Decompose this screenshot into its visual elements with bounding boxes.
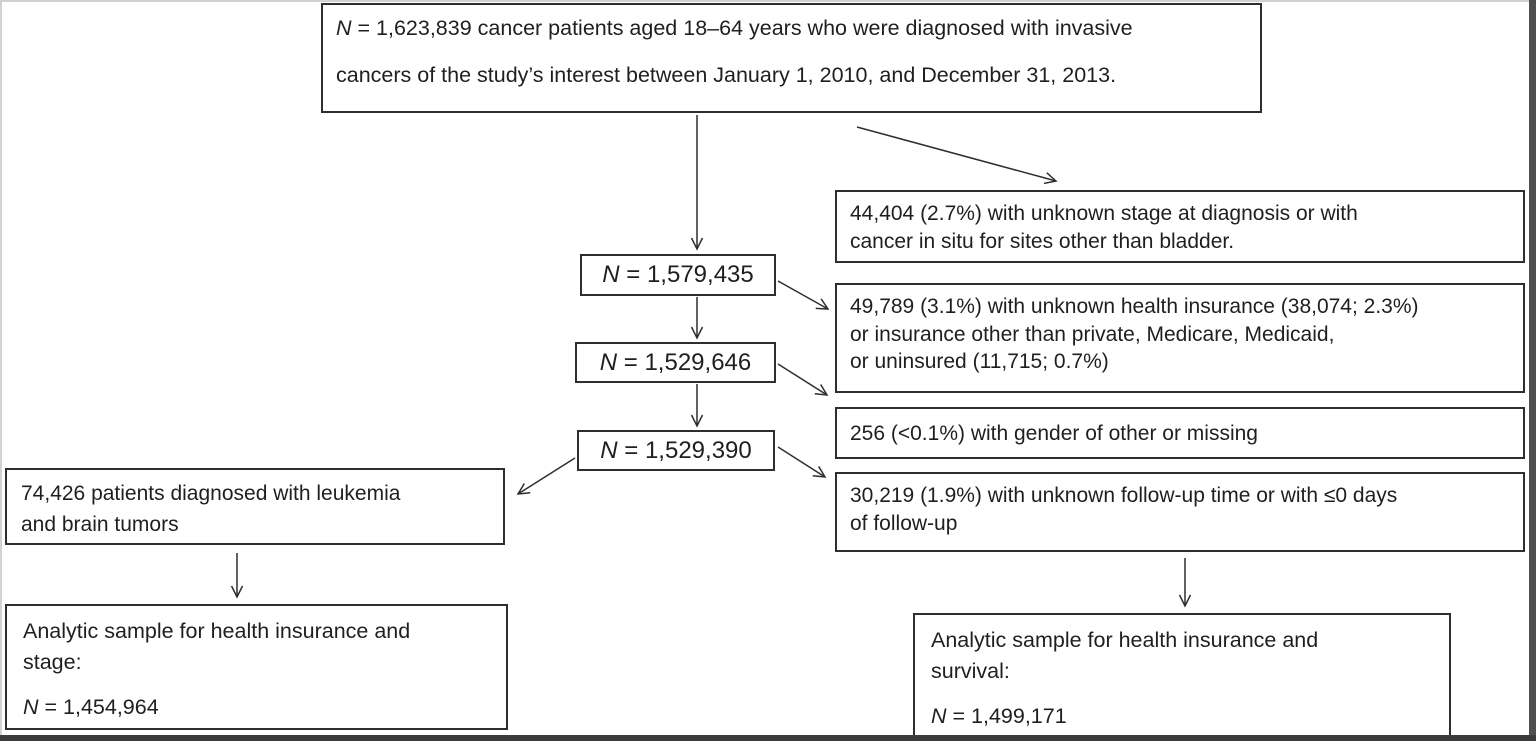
n-symbol: N [602, 261, 620, 288]
exclusion-box-followup: 30,219 (1.9%) with unknown follow-up tim… [835, 472, 1525, 552]
arrow-cohort2-to-gender-exclusion [777, 363, 829, 396]
analytic-label-line: stage: [23, 650, 82, 674]
cohort-box-after-insurance-exclusion: N = 1,529,646 [575, 342, 776, 383]
analytic-sample-survival-box: Analytic sample for health insurance and… [913, 613, 1451, 738]
n-symbol: N [599, 348, 618, 376]
frame-edge-right [1529, 0, 1536, 741]
exclusion-text-line: and brain tumors [21, 513, 179, 536]
analytic-label-line: survival: [931, 659, 1010, 683]
cohort-box-after-stage-exclusion: N = 1,579,435 [580, 254, 776, 296]
exclusion-text-line: 256 (<0.1%) with gender of other or miss… [850, 422, 1258, 445]
arrow-cohort3-to-leukemia-box [516, 457, 576, 495]
frame-edge-bottom [0, 735, 1536, 741]
exclusion-text-line: 49,789 (3.1%) with unknown health insura… [850, 295, 1419, 318]
initial-cohort-line-1: N = 1,623,839 cancer patients aged 18–64… [336, 16, 1133, 40]
analytic-sample-stage-box: Analytic sample for health insurance and… [5, 604, 508, 730]
n-symbol: N [931, 704, 947, 728]
initial-cohort-line-2: cancers of the study’s interest between … [336, 63, 1117, 87]
exclusion-box-unknown-stage: 44,404 (2.7%) with unknown stage at diag… [835, 190, 1525, 263]
arrow-cohort3-to-followup-exclusion [777, 446, 827, 478]
exclusion-text-line: 74,426 patients diagnosed with leukemia [21, 482, 401, 505]
exclusion-box-insurance: 49,789 (3.1%) with unknown health insura… [835, 283, 1525, 393]
exclusion-text-line: cancer in situ for sites other than blad… [850, 229, 1235, 253]
n-symbol: N [336, 16, 352, 40]
n-symbol: N [600, 436, 618, 464]
arrow-cohort1-to-insurance-exclusion [777, 280, 830, 310]
exclusion-text-line: of follow-up [850, 511, 958, 535]
exclusion-box-leukemia-brain: 74,426 patients diagnosed with leukemia … [5, 468, 505, 545]
cohort-count: = 1,529,646 [617, 348, 752, 376]
exclusion-text-line: or uninsured (11,715; 0.7%) [850, 350, 1109, 373]
exclusion-box-gender: 256 (<0.1%) with gender of other or miss… [835, 407, 1525, 459]
frame-edge-top [0, 0, 1536, 2]
analytic-sample-count: N = 1,454,964 [23, 695, 159, 719]
exclusion-text-line: 44,404 (2.7%) with unknown stage at diag… [850, 202, 1358, 225]
cohort-count: = 1,579,435 [619, 261, 754, 288]
arrow-source-to-stage-exclusion [856, 126, 1058, 185]
exclusion-text-line: or insurance other than private, Medicar… [850, 322, 1335, 346]
initial-cohort-box: N = 1,623,839 cancer patients aged 18–64… [321, 3, 1262, 113]
n-symbol: N [23, 695, 39, 719]
analytic-label-line: Analytic sample for health insurance and [931, 628, 1319, 652]
cohort-count: = 1,529,390 [617, 436, 752, 464]
cohort-box-after-gender-exclusion: N = 1,529,390 [577, 430, 775, 471]
exclusion-text-line: 30,219 (1.9%) with unknown follow-up tim… [850, 484, 1398, 507]
frame-edge-left [0, 0, 2, 741]
analytic-sample-count: N = 1,499,171 [931, 704, 1067, 728]
analytic-label-line: Analytic sample for health insurance and [23, 619, 411, 643]
